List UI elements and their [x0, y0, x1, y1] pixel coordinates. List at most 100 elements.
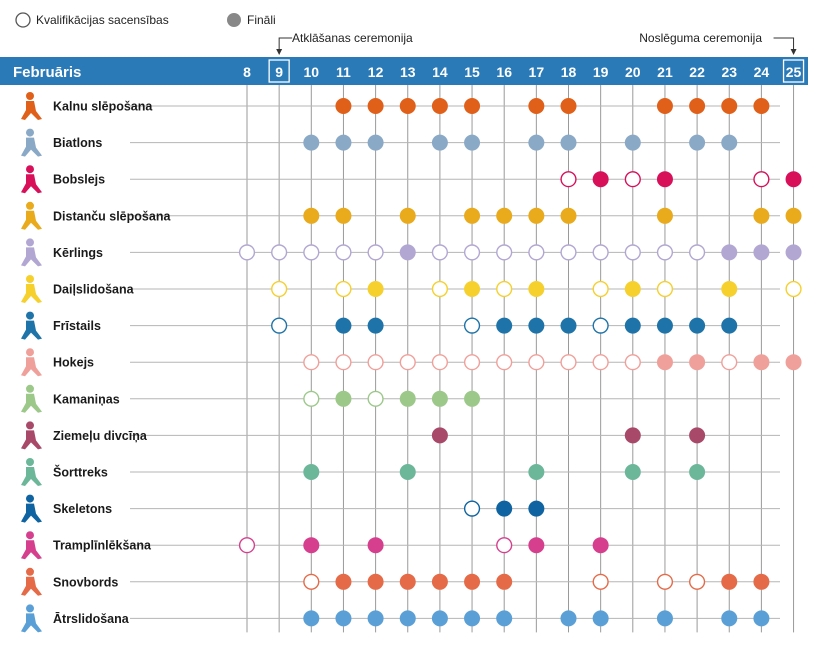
- final-marker: [560, 134, 577, 151]
- qualification-marker: [592, 573, 609, 590]
- sport-label: Kērlings: [53, 246, 103, 260]
- final-marker: [592, 610, 609, 627]
- final-marker: [785, 354, 802, 371]
- final-marker: [753, 573, 770, 590]
- final-marker: [335, 573, 352, 590]
- qualification-marker: [496, 537, 513, 554]
- sport-row: Ātrslidošana: [21, 604, 780, 633]
- final-marker: [560, 207, 577, 224]
- final-marker: [335, 207, 352, 224]
- ceremony-day-box: [268, 59, 290, 83]
- final-marker: [335, 317, 352, 334]
- final-marker: [464, 98, 481, 114]
- final-marker: [431, 134, 448, 151]
- cross-country-skiing-icon: [21, 201, 42, 230]
- opening-ceremony-arrowhead: [276, 49, 283, 55]
- final-marker: [303, 207, 320, 224]
- day-label: 23: [721, 64, 737, 80]
- final-marker: [656, 171, 673, 188]
- final-marker: [431, 427, 448, 444]
- sport-label: Bobslejs: [53, 173, 105, 187]
- sport-label: Tramplīnlēkšana: [53, 539, 152, 553]
- bobsleigh-icon-body: [21, 174, 42, 194]
- final-marker: [335, 134, 352, 151]
- final-marker: [367, 573, 384, 590]
- qualification-marker: [496, 244, 513, 261]
- qualification-marker: [463, 317, 481, 334]
- day-label: 10: [304, 64, 320, 80]
- sport-row: Kalnu slēpošana: [21, 92, 780, 120]
- sport-label: Ziemeļu divcīņa: [53, 429, 148, 443]
- sport-label: Hokejs: [53, 356, 94, 370]
- sport-rows: Kalnu slēpošana Biatlons Bobslejs Distanču …: [21, 92, 802, 633]
- day-label: 13: [400, 64, 416, 80]
- qualification-marker: [431, 244, 449, 261]
- final-marker: [721, 98, 738, 114]
- qualification-marker: [592, 280, 609, 298]
- final-marker: [464, 390, 481, 407]
- qualification-marker: [431, 354, 449, 371]
- closing-ceremony-label: Noslēguma ceremonija: [639, 31, 762, 45]
- final-marker: [528, 464, 545, 480]
- opening-ceremony-label: Atklāšanas ceremonija: [292, 31, 413, 45]
- day-label: 20: [625, 64, 641, 80]
- day-label: 16: [496, 64, 512, 80]
- final-marker: [528, 317, 545, 334]
- qualification-marker: [463, 244, 481, 261]
- nordic-combined-icon-head: [26, 421, 34, 430]
- final-marker: [464, 207, 481, 224]
- qualification-marker: [271, 280, 288, 298]
- qualification-marker: [688, 573, 706, 590]
- ice-hockey-icon-body: [21, 357, 42, 377]
- sport-label: Skeletons: [53, 502, 112, 516]
- final-marker: [721, 573, 738, 590]
- qualification-marker: [399, 354, 416, 371]
- qualification-marker: [335, 280, 352, 298]
- final-marker: [335, 98, 352, 114]
- final-marker: [656, 317, 673, 334]
- ice-hockey-icon: [21, 348, 42, 377]
- qualification-marker: [624, 244, 641, 261]
- final-marker: [656, 610, 673, 627]
- qualification-marker: [496, 354, 513, 371]
- freestyle-skiing-icon: [21, 311, 42, 340]
- final-marker: [528, 98, 545, 114]
- final-marker: [656, 207, 673, 224]
- final-marker: [560, 98, 577, 114]
- qualification-marker: [785, 280, 802, 298]
- final-marker: [335, 610, 352, 627]
- final-marker: [496, 500, 513, 517]
- qualification-marker: [560, 354, 577, 371]
- ceremony-day-box: [782, 59, 805, 83]
- final-marker: [689, 427, 706, 444]
- final-marker: [689, 98, 706, 114]
- qualification-marker: [528, 244, 545, 261]
- day-label: 11: [336, 64, 351, 80]
- sport-row: Frīstails: [21, 311, 780, 340]
- sport-row: Daiļslidošana: [21, 275, 802, 303]
- final-marker: [431, 610, 448, 627]
- final-marker: [303, 134, 320, 151]
- closing-ceremony-pointer: [773, 37, 795, 52]
- final-marker: [367, 134, 384, 151]
- qualification-marker: [592, 244, 609, 261]
- final-marker: [753, 610, 770, 627]
- day-label: 22: [689, 64, 705, 80]
- qualification-marker: [624, 171, 641, 188]
- day-label: 21: [657, 64, 673, 80]
- luge-icon-head: [26, 384, 34, 393]
- final-marker: [592, 171, 609, 188]
- final-marker: [721, 610, 738, 627]
- final-marker: [785, 171, 802, 188]
- qualification-marker: [528, 354, 545, 371]
- sport-row: Hokejs: [21, 348, 802, 377]
- final-marker: [464, 134, 481, 151]
- final-marker: [464, 281, 481, 297]
- qualification-marker: [271, 244, 288, 261]
- qualification-marker: [238, 244, 256, 261]
- month-header-bar: [0, 57, 808, 85]
- final-marker: [689, 134, 706, 151]
- final-marker: [399, 244, 416, 261]
